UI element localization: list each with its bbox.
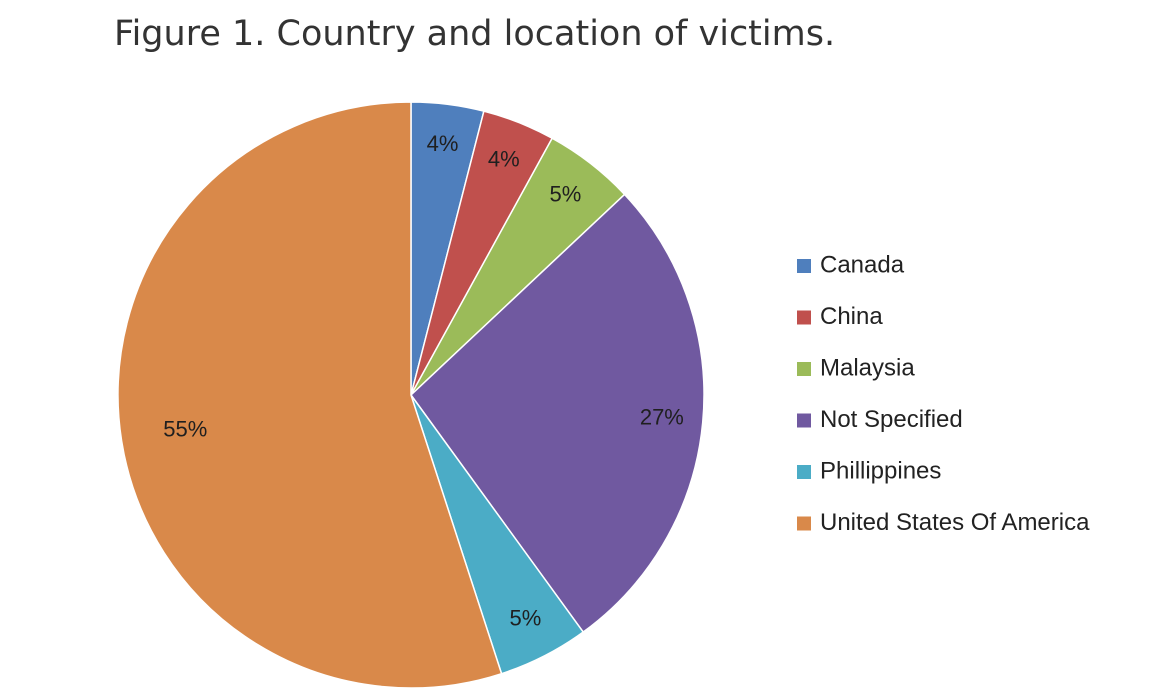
data-label-canada: 4% (427, 131, 459, 156)
pie-slices (117, 101, 705, 689)
legend-swatch-china (797, 310, 811, 325)
legend-swatch-phillippines (797, 465, 811, 479)
legend-swatch-united-states-of-america (797, 516, 811, 531)
legend-label-malaysia: Malaysia (820, 354, 915, 381)
legend-label-canada: Canada (820, 251, 905, 278)
data-label-not-specified: 27% (640, 405, 684, 430)
pie-slice-labels: 4% 4% 5% 27% 5% 55% (163, 131, 684, 631)
legend-label-phillippines: Phillippines (820, 457, 941, 484)
legend-label-not-specified: Not Specified (820, 406, 963, 433)
legend-item-canada: Canada (797, 251, 905, 278)
figure-title: Figure 1. Country and location of victim… (114, 14, 836, 54)
data-label-phillippines: 5% (509, 605, 541, 630)
pie-slice-not-specified (410, 193, 705, 634)
data-label-malaysia: 5% (550, 182, 582, 207)
data-label-united-states-of-america: 55% (163, 417, 207, 442)
legend-swatch-canada (797, 259, 811, 273)
legend-swatch-not-specified (797, 413, 811, 428)
legend-label-united-states-of-america: United States Of America (820, 509, 1090, 536)
legend-item-phillippines: Phillippines (797, 457, 941, 484)
legend-item-china: China (797, 303, 883, 330)
legend-item-malaysia: Malaysia (797, 354, 915, 381)
legend-label-china: China (820, 303, 883, 330)
legend-item-not-specified: Not Specified (797, 406, 963, 433)
pie-slice-united-states-of-america (117, 101, 503, 689)
legend: Canada China Malaysia Not Specified Phillipp… (797, 251, 1090, 536)
legend-item-united-states-of-america: United States Of America (797, 509, 1090, 536)
data-label-china: 4% (488, 147, 520, 172)
legend-swatch-malaysia (797, 362, 811, 376)
